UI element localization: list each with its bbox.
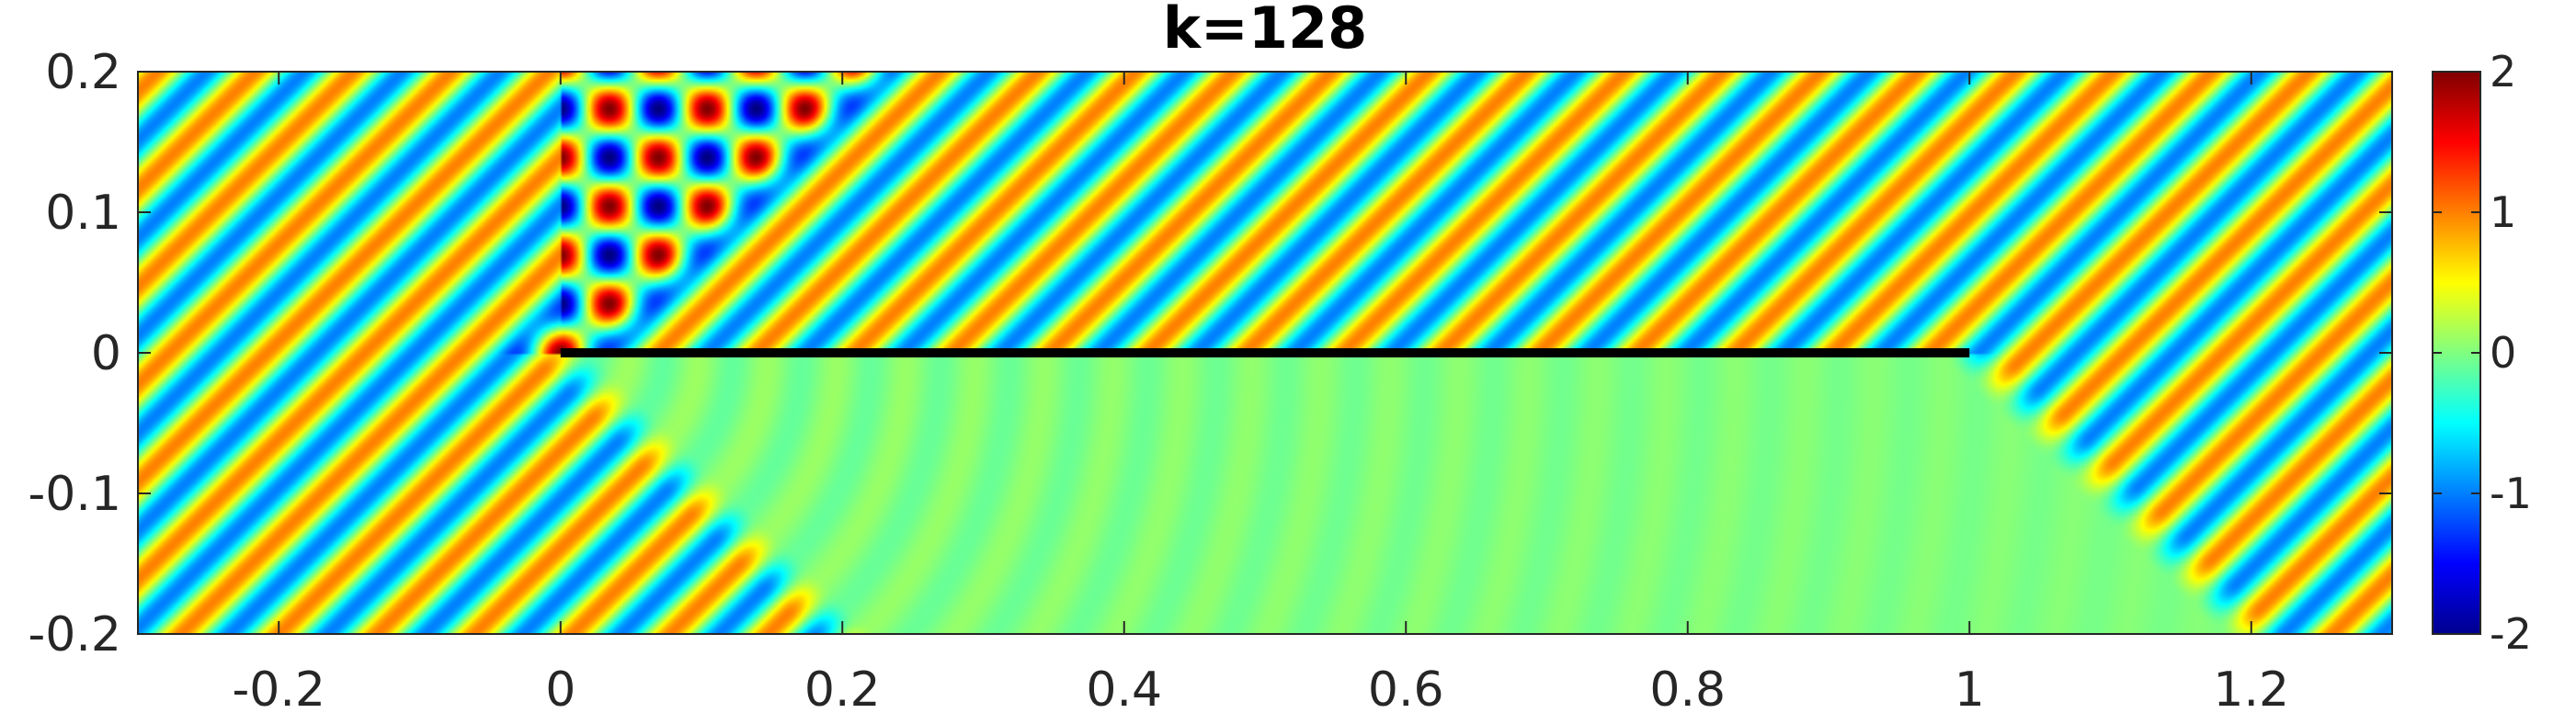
colorbar-tick-label: -1 (2490, 469, 2532, 518)
x-tick-label: -0.2 (233, 662, 325, 713)
chart-title: k=128 (1163, 0, 1368, 62)
colorbar-tick-label: 1 (2490, 187, 2516, 237)
x-axis: -0.2 0 0.2 0.4 0.6 0.8 1 1.2 (233, 72, 2289, 713)
x-tick-label: 0 (545, 662, 576, 713)
colorbar-tick-label: 0 (2490, 328, 2516, 378)
x-tick-label: 0.4 (1086, 662, 1162, 713)
colorbar: 2 1 0 -1 -2 (2432, 47, 2532, 659)
y-tick-label: -0.2 (28, 607, 121, 662)
x-tick-label: 1 (1955, 662, 1985, 713)
x-tick-label: 0.8 (1649, 662, 1726, 713)
x-tick-label: 0.6 (1368, 662, 1444, 713)
x-tick-label: 1.2 (2213, 662, 2289, 713)
colorbar-tick-label: 2 (2490, 47, 2516, 96)
y-tick-label: 0.1 (45, 186, 121, 241)
y-axis: 0.2 0.1 0 -0.1 -0.2 (28, 45, 2392, 662)
colorbar-tick-label: -2 (2490, 609, 2532, 659)
x-tick-label: 0.2 (804, 662, 881, 713)
y-tick-label: 0 (91, 326, 121, 381)
plot-area (137, 71, 2393, 635)
y-tick-label: -0.1 (28, 467, 121, 522)
y-tick-label: 0.2 (45, 45, 121, 100)
colorbar-ticks: 2 1 0 -1 -2 (2433, 47, 2532, 659)
